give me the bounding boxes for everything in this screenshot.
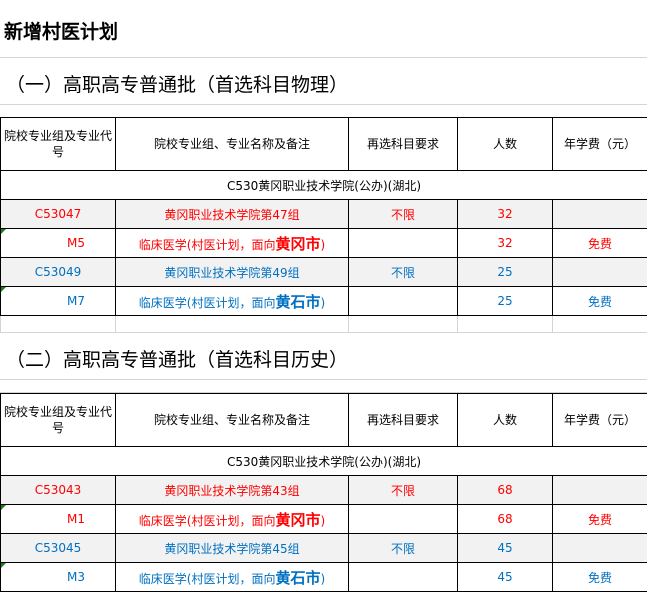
code-cell[interactable]: C53047: [0, 199, 116, 229]
count-cell[interactable]: 45: [457, 562, 553, 592]
name-cell[interactable]: 临床医学(村医计划，面向黄石市): [115, 286, 349, 316]
name-cell[interactable]: 黄冈职业技术学院第43组: [115, 475, 349, 505]
requirement-cell[interactable]: 不限: [348, 475, 458, 505]
code-cell[interactable]: M5: [0, 228, 116, 258]
major-row: M7 临床医学(村医计划，面向黄石市) 25 免费: [0, 286, 647, 316]
fee-cell[interactable]: 免费: [552, 504, 647, 534]
fee-cell[interactable]: [552, 533, 647, 563]
header-cell[interactable]: 年学费（元）: [552, 393, 647, 447]
school-cell[interactable]: C530黄冈职业技术学院(公办)(湖北): [0, 170, 647, 200]
code-cell[interactable]: C53043: [0, 475, 116, 505]
requirement-cell[interactable]: 不限: [348, 199, 458, 229]
name-cell[interactable]: 黄冈职业技术学院第47组: [115, 199, 349, 229]
count-cell[interactable]: 68: [457, 475, 553, 505]
group-row: C53043 黄冈职业技术学院第43组 不限 68: [0, 475, 647, 505]
header-cell[interactable]: 人数: [457, 117, 553, 171]
requirement-cell[interactable]: [348, 286, 458, 316]
fee-cell[interactable]: 免费: [552, 228, 647, 258]
code-cell[interactable]: C53049: [0, 257, 116, 287]
name-part: 黄石市: [275, 292, 321, 311]
header-cell[interactable]: 人数: [457, 393, 553, 447]
requirement-cell[interactable]: 不限: [348, 257, 458, 287]
fee-cell[interactable]: [552, 257, 647, 287]
name-part: ): [320, 513, 326, 528]
section-title-2: （二）高职高专普通批（首选科目历史）: [0, 333, 647, 380]
page-title: 新增村医计划: [0, 0, 647, 58]
requirement-cell[interactable]: [348, 562, 458, 592]
code-cell[interactable]: M1: [0, 504, 116, 534]
header-cell[interactable]: 院校专业组及专业代号: [0, 117, 116, 171]
name-cell[interactable]: 黄冈职业技术学院第49组: [115, 257, 349, 287]
header-cell[interactable]: 院校专业组、专业名称及备注: [115, 393, 349, 447]
school-row: C530黄冈职业技术学院(公办)(湖北): [0, 446, 647, 476]
name-part: ): [320, 571, 326, 586]
name-part: 临床医学(村医计划，面向: [138, 237, 276, 252]
name-part: ): [320, 295, 326, 310]
major-row: M1 临床医学(村医计划，面向黄冈市) 68 免费: [0, 504, 647, 534]
header-cell[interactable]: 再选科目要求: [348, 393, 458, 447]
empty-cell[interactable]: [552, 315, 647, 333]
blank-row: [0, 315, 647, 333]
school-row: C530黄冈职业技术学院(公办)(湖北): [0, 170, 647, 200]
empty-cell[interactable]: [0, 315, 116, 333]
name-part: 黄冈市: [275, 510, 321, 529]
header-row: 院校专业组及专业代号 院校专业组、专业名称及备注 再选科目要求 人数 年学费（元）: [0, 393, 647, 447]
count-cell[interactable]: 25: [457, 257, 553, 287]
section-title-1: （一）高职高专普通批（首选科目物理）: [0, 58, 647, 105]
empty-cell[interactable]: [348, 315, 458, 333]
name-part: 黄冈市: [275, 234, 321, 253]
name-cell[interactable]: 临床医学(村医计划，面向黄冈市): [115, 504, 349, 534]
header-cell[interactable]: 院校专业组及专业代号: [0, 393, 116, 447]
fee-cell[interactable]: 免费: [552, 562, 647, 592]
requirement-cell[interactable]: 不限: [348, 533, 458, 563]
fee-cell[interactable]: [552, 475, 647, 505]
group-row: C53049 黄冈职业技术学院第49组 不限 25: [0, 257, 647, 287]
name-part: 黄石市: [275, 568, 321, 587]
count-cell[interactable]: 32: [457, 228, 553, 258]
name-cell[interactable]: 临床医学(村医计划，面向黄石市): [115, 562, 349, 592]
school-cell[interactable]: C530黄冈职业技术学院(公办)(湖北): [0, 446, 647, 476]
fee-cell[interactable]: 免费: [552, 286, 647, 316]
name-part: 临床医学(村医计划，面向: [138, 571, 276, 586]
header-row: 院校专业组及专业代号 院校专业组、专业名称及备注 再选科目要求 人数 年学费（元）: [0, 117, 647, 171]
count-cell[interactable]: 32: [457, 199, 553, 229]
plan-table-history: 院校专业组及专业代号 院校专业组、专业名称及备注 再选科目要求 人数 年学费（元） C53…: [0, 393, 647, 592]
empty-cell[interactable]: [115, 315, 349, 333]
group-row: C53045 黄冈职业技术学院第45组 不限 45: [0, 533, 647, 563]
code-cell[interactable]: M7: [0, 286, 116, 316]
header-cell[interactable]: 院校专业组、专业名称及备注: [115, 117, 349, 171]
code-cell[interactable]: C53045: [0, 533, 116, 563]
header-cell[interactable]: 再选科目要求: [348, 117, 458, 171]
name-part: ): [320, 237, 326, 252]
plan-table-physics: 院校专业组及专业代号 院校专业组、专业名称及备注 再选科目要求 人数 年学费（元） C53…: [0, 117, 647, 333]
name-cell[interactable]: 临床医学(村医计划，面向黄冈市): [115, 228, 349, 258]
empty-cell[interactable]: [457, 315, 553, 333]
name-cell[interactable]: 黄冈职业技术学院第45组: [115, 533, 349, 563]
major-row: M5 临床医学(村医计划，面向黄冈市) 32 免费: [0, 228, 647, 258]
group-row: C53047 黄冈职业技术学院第47组 不限 32: [0, 199, 647, 229]
count-cell[interactable]: 68: [457, 504, 553, 534]
name-part: 临床医学(村医计划，面向: [138, 295, 276, 310]
count-cell[interactable]: 25: [457, 286, 553, 316]
count-cell[interactable]: 45: [457, 533, 553, 563]
name-part: 临床医学(村医计划，面向: [138, 513, 276, 528]
requirement-cell[interactable]: [348, 228, 458, 258]
blank-row: [0, 380, 647, 393]
code-cell[interactable]: M3: [0, 562, 116, 592]
header-cell[interactable]: 年学费（元）: [552, 117, 647, 171]
fee-cell[interactable]: [552, 199, 647, 229]
requirement-cell[interactable]: [348, 504, 458, 534]
major-row: M3 临床医学(村医计划，面向黄石市) 45 免费: [0, 562, 647, 592]
